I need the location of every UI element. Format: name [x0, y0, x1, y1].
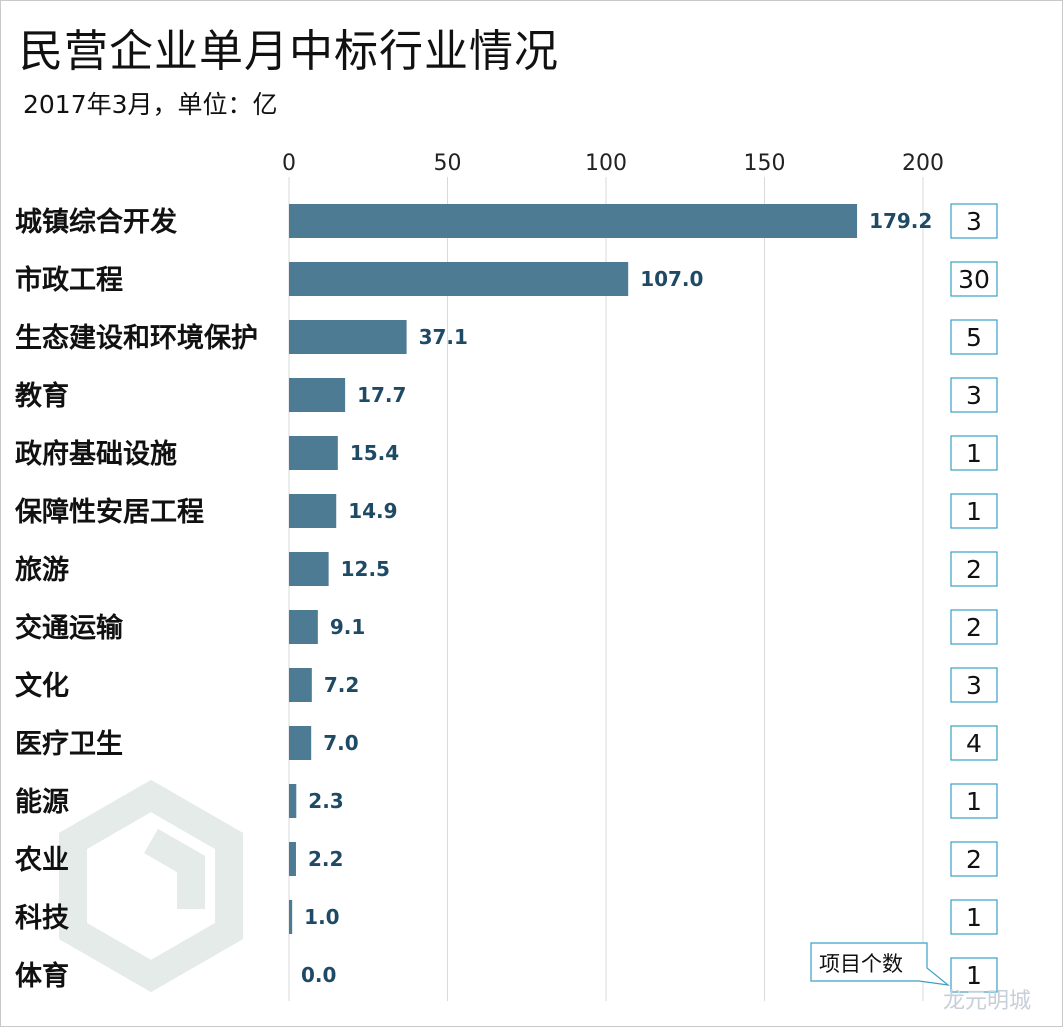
project-count-box	[950, 783, 998, 819]
bar	[289, 320, 407, 354]
bar	[289, 436, 338, 470]
data-label: 17.7	[357, 383, 406, 407]
project-count-box	[950, 725, 998, 761]
bar	[289, 900, 293, 934]
category-label: 医疗卫生	[15, 728, 123, 760]
category-label: 体育	[15, 960, 69, 992]
category-label: 科技	[15, 903, 69, 934]
project-count-value: 1	[966, 497, 982, 526]
bar	[289, 610, 318, 644]
category-label: 农业	[14, 845, 69, 876]
callout-label: 项目个数	[819, 952, 903, 976]
data-label: 179.2	[869, 209, 932, 233]
project-count-value: 30	[958, 265, 990, 294]
bar	[289, 726, 312, 760]
category-label: 交通运输	[15, 612, 124, 644]
project-count-box	[950, 203, 998, 239]
project-count-box	[950, 667, 998, 703]
project-count-value: 3	[966, 207, 982, 236]
project-count-box	[950, 319, 998, 355]
bar	[289, 784, 297, 818]
bar	[289, 204, 858, 238]
project-count-value: 2	[966, 845, 982, 874]
project-count-box	[950, 957, 998, 993]
project-count-box	[950, 377, 998, 413]
project-count-value: 1	[966, 787, 982, 816]
project-count-box	[950, 899, 998, 935]
project-count-value: 2	[966, 613, 982, 642]
data-label: 107.0	[640, 267, 703, 291]
project-count-value: 1	[966, 961, 982, 990]
category-label: 教育	[15, 380, 69, 412]
category-label: 旅游	[15, 554, 69, 586]
category-label: 能源	[15, 786, 69, 818]
category-label: 生态建设和环境保护	[15, 323, 258, 354]
data-label: 9.1	[330, 615, 365, 639]
project-count-value: 1	[966, 903, 982, 932]
bar	[289, 378, 346, 412]
project-count-value: 2	[966, 555, 982, 584]
project-count-box	[950, 551, 998, 587]
project-count-box	[950, 841, 998, 877]
data-label: 7.2	[324, 673, 359, 697]
project-count-box	[950, 261, 998, 297]
category-label: 文化	[15, 670, 69, 702]
data-label: 15.4	[350, 441, 399, 465]
bar	[289, 668, 312, 702]
project-count-value: 5	[966, 323, 982, 352]
data-label: 2.3	[308, 789, 343, 813]
project-count-box	[950, 609, 998, 645]
data-label: 0.0	[301, 963, 336, 987]
chart-subtitle: 2017年3月，单位：亿	[23, 90, 278, 119]
data-label: 14.9	[348, 499, 397, 523]
project-count-value: 1	[966, 439, 982, 468]
bar	[289, 842, 296, 876]
callout-box	[810, 942, 951, 986]
project-count-value: 3	[966, 381, 982, 410]
chart-title: 民营企业单月中标行业情况	[19, 26, 559, 77]
bar	[289, 494, 337, 528]
data-label: 2.2	[308, 847, 343, 871]
data-label: 12.5	[341, 557, 390, 581]
project-count-box	[950, 435, 998, 471]
category-label: 政府基础设施	[15, 438, 177, 470]
project-count-value: 3	[966, 671, 982, 700]
x-tick-label: 150	[744, 151, 786, 176]
bar	[289, 552, 329, 586]
x-tick-label: 0	[282, 151, 296, 176]
data-label: 7.0	[323, 731, 358, 755]
x-tick-label: 200	[902, 151, 944, 176]
category-label: 保障性安居工程	[14, 496, 204, 528]
category-label: 市政工程	[15, 264, 123, 296]
watermark-text: 龙元明城	[943, 989, 1031, 1014]
data-label: 37.1	[419, 325, 468, 349]
project-count-value: 4	[966, 729, 982, 758]
project-count-box	[950, 493, 998, 529]
x-tick-label: 100	[585, 151, 627, 176]
category-label: 城镇综合开发	[15, 206, 177, 238]
bar	[289, 262, 629, 296]
data-label: 1.0	[304, 905, 339, 929]
x-tick-label: 50	[434, 151, 462, 176]
logo-watermark	[59, 779, 243, 993]
